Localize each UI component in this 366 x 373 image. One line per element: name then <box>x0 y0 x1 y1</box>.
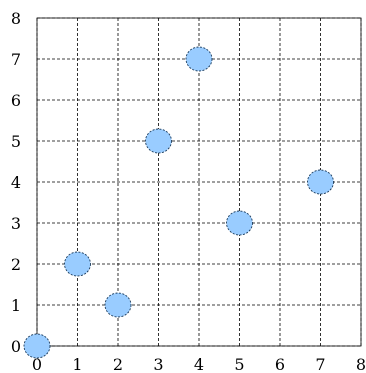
x-tick-label: 8 <box>356 355 366 373</box>
y-tick-label: 3 <box>11 214 21 233</box>
y-tick-label: 4 <box>11 173 21 192</box>
data-point <box>104 292 132 318</box>
data-points <box>23 46 334 359</box>
x-axis-tick-labels: 0 1 2 3 4 5 6 7 8 <box>32 355 366 373</box>
data-point <box>145 128 172 154</box>
plot-frame <box>36 17 362 347</box>
x-tick-label: 7 <box>315 355 325 373</box>
data-point <box>185 46 213 72</box>
y-tick-label: 6 <box>11 91 21 110</box>
y-tick-label: 2 <box>11 255 21 274</box>
y-tick-label: 7 <box>11 50 21 69</box>
x-tick-label: 1 <box>72 355 82 373</box>
data-point <box>23 333 51 359</box>
y-tick-label: 5 <box>11 132 21 151</box>
y-tick-label: 1 <box>11 296 21 315</box>
y-axis-tick-labels: 0 1 2 3 4 5 6 7 8 <box>11 9 21 356</box>
data-point <box>64 251 91 277</box>
grid <box>36 17 362 347</box>
x-tick-label: 5 <box>234 355 244 373</box>
y-tick-label: 8 <box>11 9 21 28</box>
x-tick-label: 3 <box>153 355 163 373</box>
x-tick-label: 2 <box>113 355 123 373</box>
x-tick-label: 4 <box>194 355 204 373</box>
data-point <box>226 210 253 236</box>
data-point <box>307 169 334 195</box>
x-tick-label: 6 <box>275 355 285 373</box>
y-tick-label: 0 <box>11 337 21 356</box>
x-tick-label: 0 <box>32 355 42 373</box>
